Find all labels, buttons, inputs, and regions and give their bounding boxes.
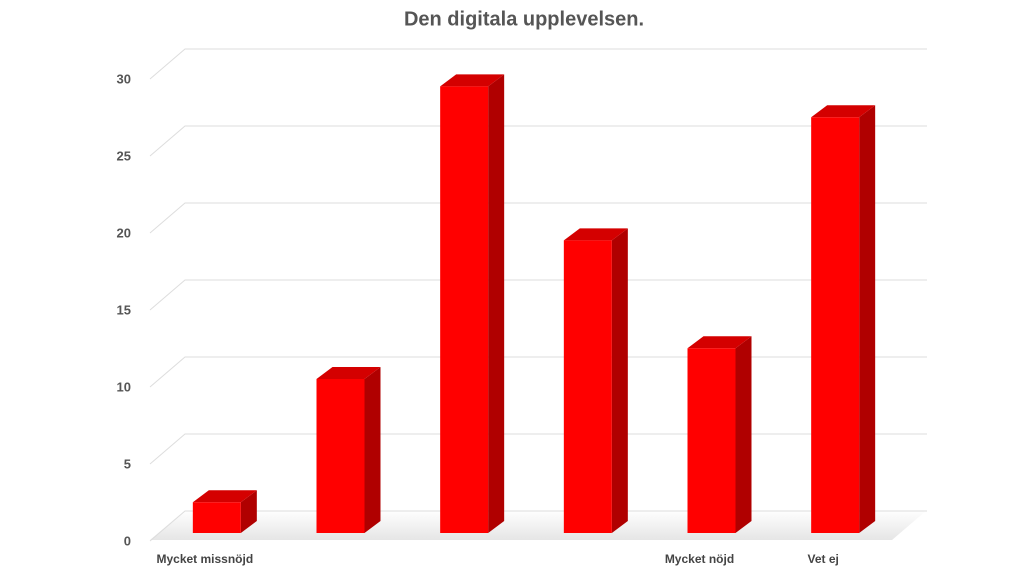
y-tick-label: 0 bbox=[124, 533, 131, 548]
bar bbox=[192, 490, 257, 533]
chart-title: Den digitala upplevelsen. bbox=[404, 8, 644, 30]
x-tick-label: Vet ej bbox=[807, 552, 838, 566]
y-tick-label: 20 bbox=[117, 225, 131, 240]
grid-line bbox=[149, 356, 927, 388]
grid-line bbox=[149, 510, 927, 542]
y-tick-label: 15 bbox=[117, 302, 131, 317]
bar-top bbox=[563, 228, 628, 241]
bar-front bbox=[440, 86, 489, 534]
bar bbox=[440, 74, 505, 534]
x-tick-label: Mycket nöjd bbox=[665, 552, 734, 566]
bar bbox=[563, 228, 628, 533]
bar-top bbox=[440, 74, 505, 87]
bar-front bbox=[563, 240, 612, 533]
x-tick-label: Mycket missnöjd bbox=[156, 552, 253, 566]
y-tick-label: 5 bbox=[124, 456, 131, 471]
bar bbox=[811, 105, 876, 533]
bar-side bbox=[240, 490, 257, 533]
grid-line bbox=[149, 202, 927, 234]
bar-front bbox=[192, 502, 241, 533]
bar-side bbox=[735, 336, 752, 533]
y-tick-label: 30 bbox=[117, 71, 131, 86]
bar-side bbox=[611, 228, 628, 533]
grid-line bbox=[149, 279, 927, 311]
bar-front bbox=[316, 379, 365, 533]
bar-top bbox=[811, 105, 876, 118]
bar-top bbox=[192, 490, 257, 503]
bar-top bbox=[687, 336, 752, 349]
bar-top bbox=[316, 367, 381, 379]
bar bbox=[687, 336, 752, 533]
bar-side bbox=[364, 367, 381, 533]
y-tick-label: 10 bbox=[117, 379, 131, 394]
grid-line bbox=[149, 433, 927, 465]
bar-front bbox=[687, 348, 736, 533]
grid-line bbox=[149, 48, 927, 80]
bar-side bbox=[488, 74, 505, 534]
floor bbox=[150, 510, 927, 540]
bar-side bbox=[859, 105, 876, 533]
bar-front bbox=[811, 117, 860, 533]
grid-line bbox=[149, 125, 927, 157]
bar bbox=[316, 367, 381, 533]
y-tick-label: 25 bbox=[117, 148, 131, 163]
